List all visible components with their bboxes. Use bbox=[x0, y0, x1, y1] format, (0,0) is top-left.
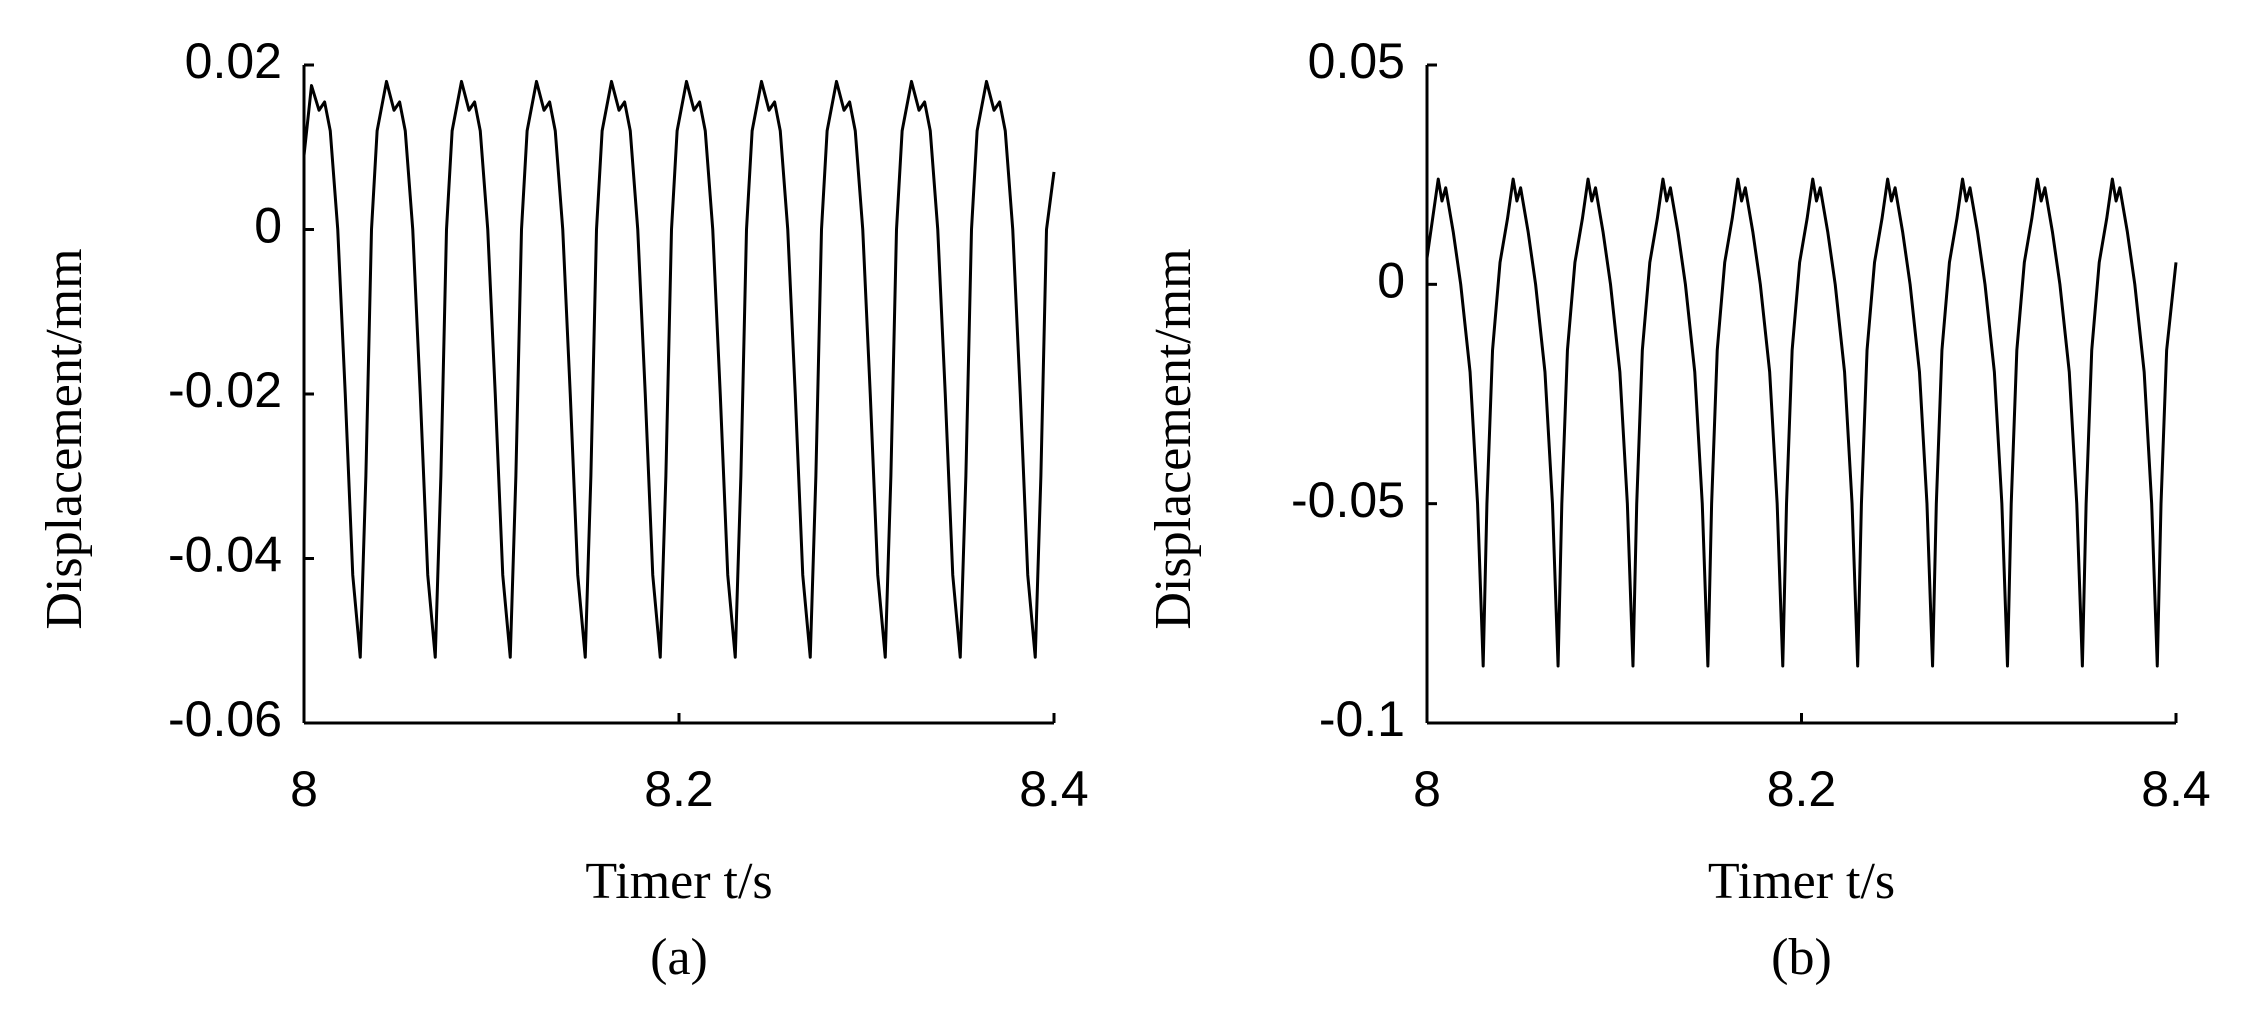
data-line bbox=[1425, 177, 2178, 668]
y-tick-label: 0 bbox=[254, 198, 282, 254]
y-tick-label: 0.02 bbox=[185, 33, 282, 89]
y-tick-label: -0.1 bbox=[1319, 691, 1405, 747]
y-tick-label: -0.06 bbox=[168, 691, 282, 747]
y-tick-label: -0.04 bbox=[168, 527, 282, 583]
y-tick-label: 0 bbox=[1377, 253, 1405, 309]
x-tick-label: 8.2 bbox=[644, 761, 714, 817]
x-tick-label: 8.4 bbox=[2141, 761, 2211, 817]
y-tick-label: 0.05 bbox=[1308, 33, 1405, 89]
x-axis-label: Timer t/s bbox=[1708, 853, 1895, 910]
x-tick-label: 8 bbox=[290, 761, 318, 817]
x-axis-label: Timer t/s bbox=[585, 853, 772, 910]
y-tick-label: -0.02 bbox=[168, 362, 282, 418]
y-axis-label: Displacement/mm bbox=[1145, 248, 1202, 629]
x-tick-label: 8.4 bbox=[1019, 761, 1089, 817]
chart-panel: 0.05 0 -0.05 -0.18 8.2 8.4 Timer t/s (b) Displac… bbox=[1145, 33, 2211, 986]
y-axis-label: Displacement/mm bbox=[36, 248, 93, 629]
x-tick-label: 8.2 bbox=[1767, 761, 1837, 817]
x-tick-label: 8 bbox=[1413, 761, 1441, 817]
panel-caption: (a) bbox=[650, 929, 708, 986]
panel-caption: (b) bbox=[1771, 929, 1832, 986]
y-tick-label: -0.05 bbox=[1291, 472, 1405, 528]
chart-panel: 0.02 0 -0.02 -0.04 -0.068 8.2 8.4 Timer t/s (a) D… bbox=[36, 33, 1089, 986]
data-line bbox=[302, 79, 1056, 659]
